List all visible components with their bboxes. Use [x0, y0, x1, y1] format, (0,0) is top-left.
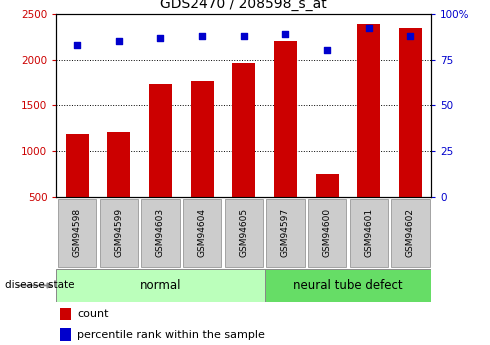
Bar	[60, 328, 71, 341]
Text: GSM94599: GSM94599	[114, 208, 123, 257]
Bar	[316, 174, 339, 242]
FancyBboxPatch shape	[183, 199, 221, 267]
Text: GSM94597: GSM94597	[281, 208, 290, 257]
Text: GSM94601: GSM94601	[364, 208, 373, 257]
Bar	[265, 269, 431, 302]
Bar	[107, 132, 130, 242]
Bar	[274, 41, 297, 242]
Text: neural tube defect: neural tube defect	[293, 279, 403, 292]
Point	[406, 33, 414, 39]
Bar	[357, 24, 380, 242]
Point	[156, 35, 164, 40]
Title: GDS2470 / 208598_s_at: GDS2470 / 208598_s_at	[160, 0, 327, 11]
Bar	[66, 135, 89, 242]
FancyBboxPatch shape	[349, 199, 388, 267]
Text: count: count	[77, 309, 108, 319]
Point	[365, 26, 372, 31]
FancyBboxPatch shape	[224, 199, 263, 267]
Text: GSM94604: GSM94604	[197, 208, 207, 257]
FancyBboxPatch shape	[141, 199, 180, 267]
Text: GSM94602: GSM94602	[406, 208, 415, 257]
FancyBboxPatch shape	[58, 199, 97, 267]
Bar	[56, 269, 265, 302]
Bar	[149, 84, 172, 242]
Point	[281, 31, 289, 37]
Point	[74, 42, 81, 48]
Bar	[232, 63, 255, 242]
Bar	[60, 308, 71, 320]
Text: GSM94598: GSM94598	[73, 208, 82, 257]
Text: disease state: disease state	[5, 280, 74, 290]
Text: GSM94603: GSM94603	[156, 208, 165, 257]
Point	[198, 33, 206, 39]
FancyBboxPatch shape	[266, 199, 305, 267]
FancyBboxPatch shape	[99, 199, 138, 267]
Point	[115, 39, 122, 44]
Point	[323, 48, 331, 53]
FancyBboxPatch shape	[391, 199, 430, 267]
Text: GSM94600: GSM94600	[322, 208, 332, 257]
Text: percentile rank within the sample: percentile rank within the sample	[77, 330, 265, 339]
Text: GSM94605: GSM94605	[239, 208, 248, 257]
Text: normal: normal	[140, 279, 181, 292]
FancyBboxPatch shape	[308, 199, 346, 267]
Bar	[399, 28, 422, 242]
Bar	[191, 81, 214, 242]
Point	[240, 33, 247, 39]
